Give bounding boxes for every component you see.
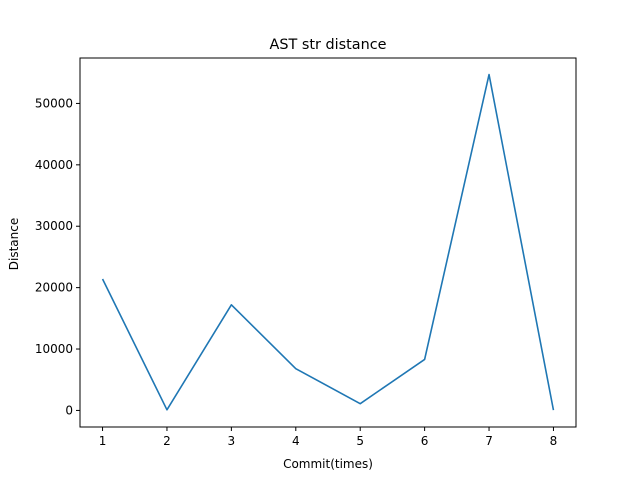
y-tick-label: 10000 <box>35 342 73 356</box>
chart-title: AST str distance <box>270 37 387 53</box>
x-tick-label: 5 <box>356 434 364 448</box>
x-tick-label: 6 <box>421 434 429 448</box>
x-axis-ticks: 1 2 3 4 5 6 7 8 <box>99 427 558 448</box>
plot-area-frame <box>79 57 577 428</box>
y-tick-label: 20000 <box>35 281 73 295</box>
y-tick-label: 30000 <box>35 219 73 233</box>
x-tick-label: 7 <box>485 434 493 448</box>
x-tick-label: 3 <box>228 434 236 448</box>
y-axis-ticks: 0 10000 20000 30000 40000 50000 <box>35 96 80 417</box>
y-axis-label: Distance <box>7 218 21 270</box>
y-tick-label: 40000 <box>35 158 73 172</box>
plot-series <box>101 73 555 411</box>
series-line-0 <box>101 73 555 411</box>
x-tick-label: 2 <box>163 434 171 448</box>
y-tick-label: 0 <box>65 403 73 417</box>
x-axis-label: Commit(times) <box>283 457 373 471</box>
x-tick-label: 4 <box>292 434 300 448</box>
x-tick-label: 1 <box>99 434 107 448</box>
x-tick-label: 8 <box>550 434 558 448</box>
y-tick-label: 50000 <box>35 96 73 110</box>
